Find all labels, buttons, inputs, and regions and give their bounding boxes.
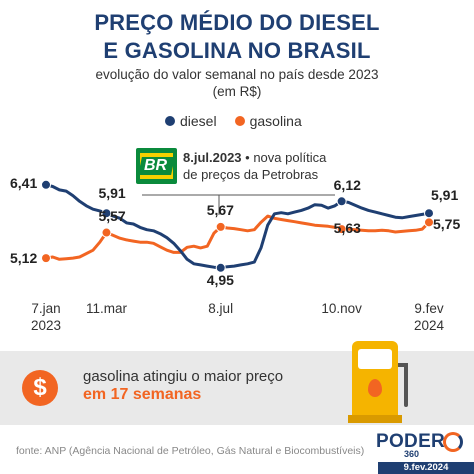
x-tick-label-1: 11.mar	[85, 301, 127, 316]
data-label-gasolina-0: 5,12	[10, 250, 38, 267]
data-label-gasolina-57: 5,75	[433, 216, 461, 233]
x-tick-label-4: 9.fev 2024	[413, 301, 445, 333]
legend-diesel-label: diesel	[180, 113, 217, 129]
dollar-badge-icon: $	[22, 370, 58, 406]
data-point-diesel-26	[215, 262, 226, 273]
annotation-text-1: • nova política	[241, 150, 327, 165]
data-point-gasolina-26	[215, 221, 226, 232]
annotation-text-2: de preços da Petrobras	[183, 167, 319, 182]
petrobras-logo-icon: BR	[136, 148, 177, 184]
petrobras-logo-text: BR	[144, 157, 168, 174]
data-point-diesel-0	[41, 179, 51, 190]
brand-logo-number: 360	[404, 449, 420, 459]
legend-diesel-swatch	[165, 116, 175, 126]
data-point-diesel-9	[101, 208, 112, 219]
source-note: fonte: ANP (Agência Nacional de Petróleo…	[16, 445, 365, 457]
callout-text-2: em 17 semanas	[83, 386, 202, 403]
data-label-diesel-9: 5,91	[98, 185, 126, 202]
publication-date: 9.fev.2024	[378, 462, 474, 474]
data-point-gasolina-57	[424, 217, 434, 228]
data-point-diesel-44	[336, 196, 347, 207]
chart-subtitle: evolução do valor semanal no país desde …	[95, 67, 379, 82]
legend-gasolina-label: gasolina	[249, 113, 302, 129]
chart-title-line2: E GASOLINA NO BRASIL	[103, 38, 371, 63]
annotation-date: 8.jul.2023	[183, 150, 242, 165]
data-label-gasolina-44: 5,63	[333, 220, 361, 237]
chart-legend: diesel gasolina	[165, 113, 302, 129]
data-label-gasolina-26: 5,67	[206, 201, 234, 218]
data-label-gasolina-9: 5,57	[98, 207, 126, 224]
data-point-gasolina-0	[41, 253, 51, 264]
data-label-diesel-26: 4,95	[206, 271, 234, 288]
chart-unit: (em R$)	[212, 84, 262, 99]
data-point-gasolina-44	[336, 224, 347, 235]
data-point-gasolina-9	[101, 227, 112, 238]
callout-text-1: gasolina atingiu o maior preço	[83, 368, 284, 385]
legend-gasolina-swatch	[234, 116, 245, 126]
data-label-diesel-44: 6,12	[333, 177, 361, 194]
brand-logo: PODER	[376, 431, 446, 452]
x-tick-label-2: 8.jul	[208, 301, 234, 316]
data-label-diesel-0: 6,41	[10, 174, 38, 191]
data-label-diesel-57: 5,91	[431, 187, 459, 204]
brand-logo-circle-icon	[443, 432, 463, 452]
x-tick-label-0: 7.jan 2023	[30, 301, 62, 333]
chart-title-line1: PREÇO MÉDIO DO DIESEL	[94, 10, 380, 35]
fuel-pump-icon	[348, 335, 412, 425]
x-tick-label-3: 10.nov	[321, 301, 362, 316]
chart-annotation: 8.jul.2023 • nova política de preços da …	[183, 149, 326, 183]
line-chart	[41, 179, 434, 273]
